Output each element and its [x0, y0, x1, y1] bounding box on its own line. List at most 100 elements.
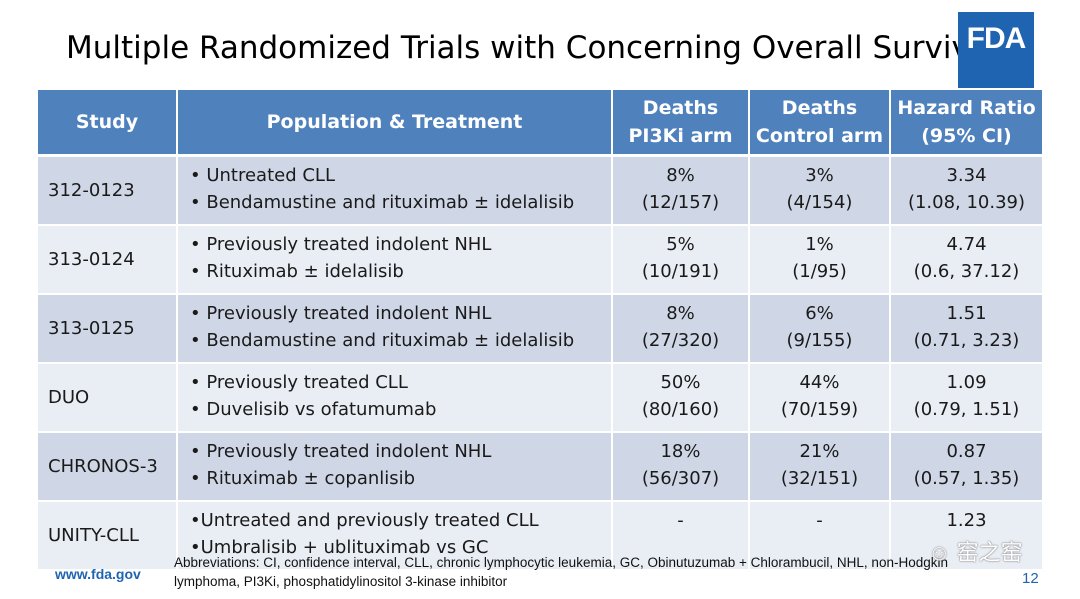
- deaths-control-count: (70/159): [780, 399, 859, 420]
- table-row: 313-0125 • Previously treated indolent N…: [38, 295, 1042, 364]
- hazard-ratio-cell: 1.51 (0.71, 3.23): [891, 295, 1042, 364]
- deaths-control-pct: 6%: [805, 303, 834, 324]
- hazard-ratio-cell: 1.23: [891, 502, 1042, 571]
- treatment-line: • Bendamustine and rituximab ± idelalisi…: [190, 192, 575, 213]
- population-line: • Previously treated indolent NHL: [190, 441, 492, 462]
- header-population: Population & Treatment: [178, 90, 613, 157]
- treatment-line: • Rituximab ± copanlisib: [190, 468, 416, 489]
- hazard-ratio-ci: (0.57, 1.35): [913, 468, 1020, 489]
- deaths-pi3ki-cell: 50% (80/160): [613, 364, 750, 433]
- study-cell: 313-0124: [38, 226, 178, 295]
- deaths-pi3ki-count: (80/160): [641, 399, 720, 420]
- hazard-ratio-ci: (0.79, 1.51): [913, 399, 1020, 420]
- table-header-row: Study Population & Treatment Deaths PI3K…: [38, 90, 1042, 157]
- population-line: • Previously treated CLL: [190, 372, 408, 393]
- deaths-pi3ki-cell: 5% (10/191): [613, 226, 750, 295]
- deaths-pi3ki-pct: -: [677, 510, 684, 531]
- hazard-ratio-cell: 0.87 (0.57, 1.35): [891, 433, 1042, 502]
- population-cell: •Untreated and previously treated CLL •U…: [178, 502, 613, 571]
- deaths-control-pct: 21%: [799, 441, 840, 462]
- deaths-control-count: (1/95): [792, 261, 847, 282]
- header-hazard-ratio-line1: Hazard Ratio: [897, 97, 1036, 119]
- trials-table: Study Population & Treatment Deaths PI3K…: [38, 90, 1042, 571]
- deaths-pi3ki-pct: 5%: [666, 234, 695, 255]
- treatment-line: • Duvelisib vs ofatumumab: [190, 399, 437, 420]
- hazard-ratio-value: 4.74: [946, 234, 987, 255]
- header-deaths-pi3ki-line2: PI3Ki arm: [628, 125, 733, 147]
- population-line: • Previously treated indolent NHL: [190, 303, 492, 324]
- treatment-line: •Umbralisib + ublituximab vs GC: [190, 537, 489, 558]
- slide-title: Multiple Randomized Trials with Concerni…: [66, 30, 998, 66]
- hazard-ratio-value: 3.34: [946, 165, 987, 186]
- hazard-ratio-value: 0.87: [946, 441, 987, 462]
- deaths-pi3ki-pct: 8%: [666, 165, 695, 186]
- deaths-pi3ki-count: (27/320): [641, 330, 720, 351]
- deaths-control-pct: 1%: [805, 234, 834, 255]
- deaths-control-pct: -: [816, 510, 823, 531]
- hazard-ratio-cell: 3.34 (1.08, 10.39): [891, 157, 1042, 226]
- population-cell: • Previously treated indolent NHL • Bend…: [178, 295, 613, 364]
- page-number: 12: [1022, 570, 1039, 587]
- deaths-control-count: (9/155): [786, 330, 853, 351]
- treatment-line: • Rituximab ± idelalisib: [190, 261, 404, 282]
- deaths-pi3ki-cell: 8% (27/320): [613, 295, 750, 364]
- study-cell: 313-0125: [38, 295, 178, 364]
- header-study: Study: [38, 90, 178, 157]
- population-line: •Untreated and previously treated CLL: [190, 510, 539, 531]
- hazard-ratio-value: 1.51: [946, 303, 987, 324]
- header-deaths-control: Deaths Control arm: [750, 90, 891, 157]
- deaths-control-count: (4/154): [786, 192, 853, 213]
- hazard-ratio-value: 1.09: [946, 372, 987, 393]
- hazard-ratio-cell: 4.74 (0.6, 37.12): [891, 226, 1042, 295]
- deaths-pi3ki-pct: 50%: [660, 372, 701, 393]
- study-cell: 312-0123: [38, 157, 178, 226]
- deaths-pi3ki-cell: -: [613, 502, 750, 571]
- table-row: 312-0123 • Untreated CLL • Bendamustine …: [38, 157, 1042, 226]
- population-cell: • Untreated CLL • Bendamustine and ritux…: [178, 157, 613, 226]
- deaths-pi3ki-pct: 8%: [666, 303, 695, 324]
- study-cell: DUO: [38, 364, 178, 433]
- population-cell: • Previously treated CLL • Duvelisib vs …: [178, 364, 613, 433]
- deaths-pi3ki-pct: 18%: [660, 441, 701, 462]
- table-row: CHRONOS-3 • Previously treated indolent …: [38, 433, 1042, 502]
- population-line: • Untreated CLL: [190, 165, 335, 186]
- header-hazard-ratio: Hazard Ratio (95% CI): [891, 90, 1042, 157]
- header-deaths-pi3ki-line1: Deaths: [642, 97, 719, 119]
- watermark: ☺ 窑之窑: [928, 540, 1023, 565]
- hazard-ratio-ci: (0.71, 3.23): [913, 330, 1020, 351]
- deaths-control-cell: 21% (32/151): [750, 433, 891, 502]
- deaths-control-count: (32/151): [780, 468, 859, 489]
- deaths-pi3ki-cell: 8% (12/157): [613, 157, 750, 226]
- table-row: UNITY-CLL •Untreated and previously trea…: [38, 502, 1042, 571]
- hazard-ratio-ci: (1.08, 10.39): [907, 192, 1026, 213]
- deaths-pi3ki-count: (10/191): [641, 261, 720, 282]
- header-deaths-pi3ki: Deaths PI3Ki arm: [613, 90, 750, 157]
- treatment-line: • Bendamustine and rituximab ± idelalisi…: [190, 330, 575, 351]
- header-deaths-control-line1: Deaths: [781, 97, 858, 119]
- population-cell: • Previously treated indolent NHL • Ritu…: [178, 433, 613, 502]
- hazard-ratio-cell: 1.09 (0.79, 1.51): [891, 364, 1042, 433]
- abbreviations-note: Abbreviations: CI, confidence interval, …: [174, 555, 948, 589]
- deaths-control-cell: 6% (9/155): [750, 295, 891, 364]
- header-deaths-control-line2: Control arm: [755, 125, 884, 147]
- hazard-ratio-value: 1.23: [946, 510, 987, 531]
- study-cell: CHRONOS-3: [38, 433, 178, 502]
- hazard-ratio-ci: (0.6, 37.12): [913, 261, 1020, 282]
- deaths-control-pct: 44%: [799, 372, 840, 393]
- table-row: DUO • Previously treated CLL • Duvelisib…: [38, 364, 1042, 433]
- deaths-pi3ki-count: (56/307): [641, 468, 720, 489]
- deaths-control-cell: 1% (1/95): [750, 226, 891, 295]
- table-row: 313-0124 • Previously treated indolent N…: [38, 226, 1042, 295]
- deaths-control-pct: 3%: [805, 165, 834, 186]
- deaths-control-cell: 44% (70/159): [750, 364, 891, 433]
- header-hazard-ratio-line2: (95% CI): [921, 125, 1012, 147]
- deaths-pi3ki-count: (12/157): [641, 192, 720, 213]
- study-cell: UNITY-CLL: [38, 502, 178, 571]
- population-line: • Previously treated indolent NHL: [190, 234, 492, 255]
- deaths-pi3ki-cell: 18% (56/307): [613, 433, 750, 502]
- deaths-control-cell: -: [750, 502, 891, 571]
- footer-url-link[interactable]: www.fda.gov: [55, 566, 141, 582]
- deaths-control-cell: 3% (4/154): [750, 157, 891, 226]
- population-cell: • Previously treated indolent NHL • Ritu…: [178, 226, 613, 295]
- fda-logo: FDA: [958, 12, 1034, 88]
